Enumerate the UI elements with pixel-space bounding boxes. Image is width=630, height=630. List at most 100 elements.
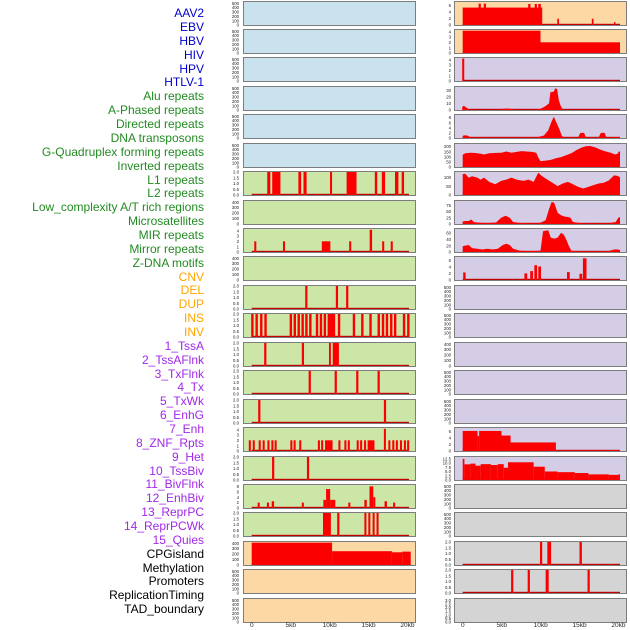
data-bar: [301, 502, 304, 508]
ytick-label: 4: [448, 436, 451, 441]
data-bar: [395, 440, 398, 452]
ytick-label: 500: [232, 29, 240, 34]
data-bar: [373, 497, 376, 508]
track-label-HIV: HIV: [183, 47, 204, 62]
plot-Alu repeats: [251, 172, 410, 196]
data-bar: [325, 440, 333, 452]
ytick-label: 0.0: [233, 392, 240, 397]
data-bar: [338, 440, 341, 452]
plot-15_Quies: [462, 458, 621, 480]
ytick-label: 100: [232, 160, 240, 165]
data-bar: [393, 314, 397, 338]
data-bar: [618, 473, 621, 480]
data-bar: [538, 3, 541, 25]
track-label-INS: INS: [183, 311, 204, 326]
track-label-6_EnhG: 6_EnhG: [159, 408, 204, 423]
ytick-label: 1.5: [233, 176, 240, 181]
ytick-label: 60: [446, 230, 451, 235]
data-bar: [591, 18, 594, 25]
data-bar: [332, 551, 392, 565]
ytick-label: 3: [237, 234, 240, 239]
data-bar: [388, 440, 391, 452]
yticks-L2 repeats: 0.00.51.01.52.0: [233, 369, 240, 397]
ytick-label: 200: [232, 156, 240, 161]
plot-11_BivFlnk: [455, 343, 626, 366]
plot-CPGisland: [455, 485, 626, 508]
ytick-label: 200: [443, 298, 451, 303]
data-bar: [392, 440, 395, 452]
ytick-label: 100: [443, 501, 451, 506]
ytick-label: 6: [448, 121, 451, 126]
data-bar: [327, 314, 336, 338]
data-bar: [266, 502, 269, 508]
ytick-label: 3: [448, 63, 451, 68]
ytick-label: 100: [232, 587, 240, 592]
ytick-label: 0: [237, 79, 240, 84]
plot-6_EnhG: [462, 201, 621, 224]
ytick-label: 2.0: [445, 568, 452, 573]
data-bar: [490, 464, 498, 480]
data-bar: [258, 440, 261, 452]
track-label-CPGisland: CPGisland: [146, 546, 204, 561]
plot-12_EnhBiv: [455, 371, 626, 394]
data-bar: [346, 285, 349, 309]
ytick-label: 200: [232, 99, 240, 104]
ytick-label: 3.0: [445, 597, 452, 602]
ytick-label: 4: [448, 126, 451, 131]
track-label-5_TxWk: 5_TxWk: [159, 394, 204, 409]
yticks-INS: 02 4 6: [448, 2, 451, 27]
track-label-A-Phased repeats: A-Phased repeats: [107, 103, 204, 118]
ytick-label: 0: [448, 335, 451, 340]
data-bar: [321, 241, 331, 253]
data-bar: [399, 440, 403, 452]
ytick-label: 1.5: [233, 346, 240, 351]
ytick-label: 100: [443, 175, 451, 180]
ytick-label: 0.5: [233, 187, 240, 192]
baseline: [251, 421, 410, 423]
ytick-label: 100: [232, 216, 240, 221]
yticks-14_ReprPCWk: 0 24 6: [448, 429, 451, 454]
ytick-label: 6: [448, 2, 451, 7]
panel-14_ReprPCWk: [454, 427, 627, 453]
panel-G-Quadruplex forming repeats: [243, 284, 416, 310]
ytick-label: 0.5: [233, 329, 240, 334]
ytick-label: 200: [232, 42, 240, 47]
plot-13_ReprPC: [455, 400, 626, 423]
data-bar: [271, 440, 274, 452]
ytick-label: 1.0: [233, 181, 240, 186]
ytick-label: 300: [232, 94, 240, 99]
ytick-label: 0.0: [233, 335, 240, 340]
ytick-label: 2.0: [233, 511, 240, 516]
data-bar: [368, 513, 371, 537]
x-tick-label: 20kb: [611, 621, 626, 629]
ytick-label: 300: [443, 492, 451, 497]
plot-ReplicationTiming: [462, 570, 621, 594]
ytick-label: 2.0: [233, 454, 240, 459]
data-bar: [483, 3, 486, 25]
panel-INS: [454, 0, 627, 26]
ytick-label: 3: [448, 35, 451, 40]
ytick-label: 0: [237, 221, 240, 226]
ytick-label: 0: [448, 420, 451, 425]
ytick-label: 0: [448, 534, 451, 539]
data-bar: [255, 314, 258, 338]
data-bar: [289, 314, 293, 338]
track-label-Microsatellites: Microsatellites: [127, 214, 204, 229]
ytick-label: 0.0: [445, 591, 452, 596]
track-label-Mirror repeats: Mirror repeats: [129, 241, 204, 256]
ytick-label: 0: [448, 136, 451, 141]
data-bar: [361, 314, 364, 338]
data-area: [462, 172, 621, 196]
panel-DEL: [243, 569, 416, 595]
panel-6_EnhG: [454, 199, 627, 225]
track-label-G-Quadruplex forming repeats: G-Quadruplex forming repeats: [41, 144, 204, 159]
ytick-label: 0: [448, 107, 451, 112]
ytick-label: 200: [232, 552, 240, 557]
ytick-label: 500: [232, 114, 240, 119]
ytick-label: 2: [448, 131, 451, 136]
data-bar: [347, 440, 350, 452]
yticks-Inverted repeats: 0.00.51.01.52.0: [233, 312, 240, 340]
data-bar: [614, 21, 616, 25]
